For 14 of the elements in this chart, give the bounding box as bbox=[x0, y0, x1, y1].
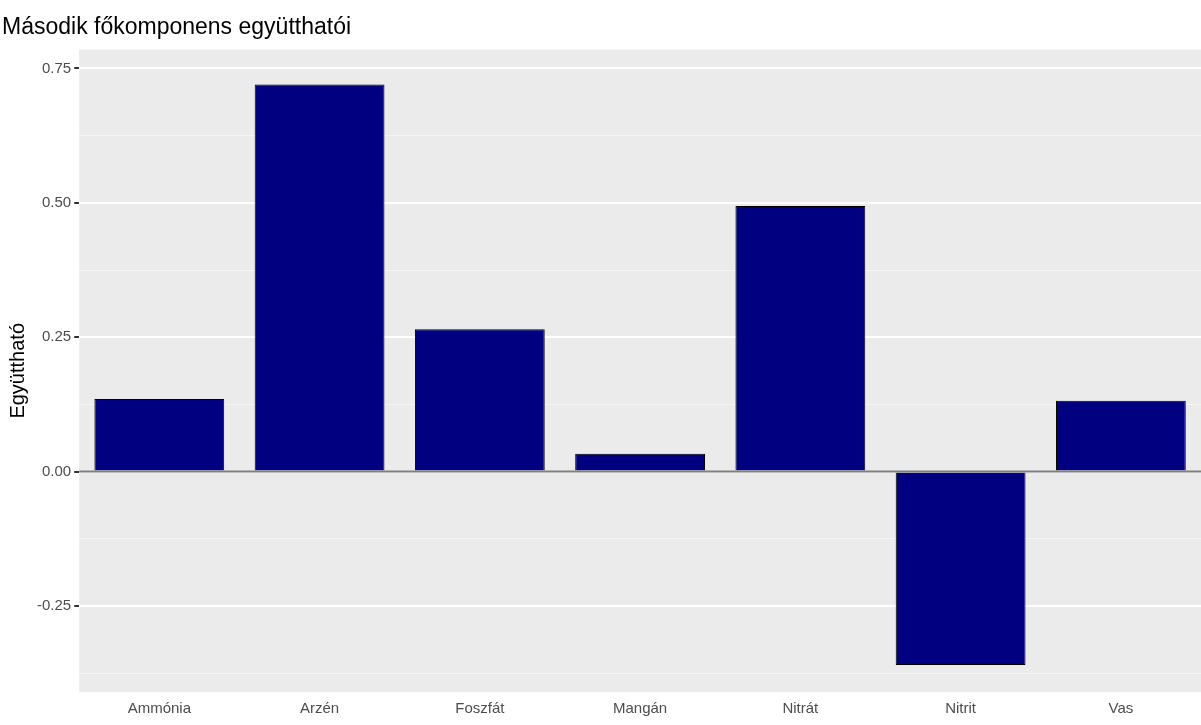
x-tick-label: Ammónia bbox=[127, 699, 192, 717]
y-tick-label: 0.75 bbox=[41, 58, 72, 76]
y-tick-label: 0.50 bbox=[41, 192, 72, 210]
chart-title: Második főkomponens együtthatói bbox=[2, 13, 352, 40]
x-tick-label: Vas bbox=[1108, 699, 1134, 717]
x-tick-label: Foszfát bbox=[455, 699, 506, 717]
x-tick-label: Nitrit bbox=[945, 699, 977, 717]
y-tick-label: 0.00 bbox=[41, 461, 72, 479]
text: -0.25 bbox=[36, 596, 72, 614]
x-tick-label: Mangán bbox=[612, 699, 668, 717]
x-tick-label: Arzén bbox=[299, 699, 340, 717]
y-tick-label: 0.25 bbox=[41, 327, 72, 345]
x-tick-label: Nitrát bbox=[782, 699, 820, 717]
y-axis-title: Együttható bbox=[5, 322, 28, 419]
